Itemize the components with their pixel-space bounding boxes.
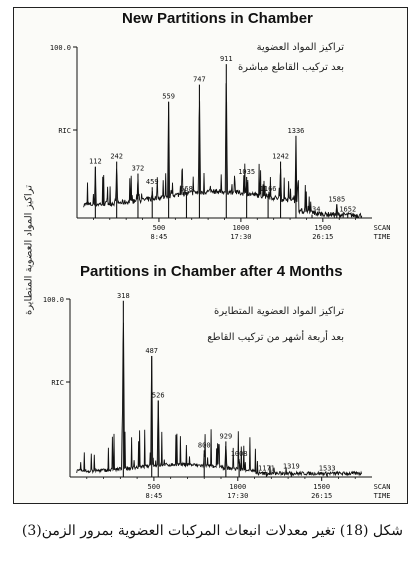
chromatogram-trace <box>76 322 363 477</box>
x-tick-label-scan: 500 <box>148 483 161 491</box>
peak-label: 372 <box>132 165 145 173</box>
time-label: TIME <box>374 233 391 241</box>
x-tick-label-scan: 500 <box>153 224 166 232</box>
x-tick-label-time: 17:30 <box>230 233 251 241</box>
peak-label: 1585 <box>328 195 345 203</box>
peak-label: 1166 <box>260 185 277 193</box>
chart-title-new-partitions: New Partitions in Chamber <box>122 10 313 27</box>
peak-label: 1652 <box>339 206 356 214</box>
x-tick-label-time: 26:15 <box>312 233 333 241</box>
figure-caption: شكل (18) تغير معدلات انبعاث المركبات الع… <box>21 523 403 539</box>
x-tick-label-scan: 1500 <box>313 483 330 491</box>
x-tick-label-time: 8:45 <box>151 233 168 241</box>
peak-label: 1242 <box>272 153 289 161</box>
y-max-label: 100.0 <box>43 296 64 304</box>
scan-label: SCAN <box>374 483 391 491</box>
peak-label: 1434 <box>304 206 321 214</box>
peak-label: 911 <box>220 55 233 63</box>
peak-label: 526 <box>152 391 165 399</box>
peak-label: 1035 <box>238 168 255 176</box>
x-tick-label-time: 17:30 <box>227 492 248 500</box>
peak-label: 1171 <box>258 464 275 472</box>
peak-label: 1008 <box>231 450 248 458</box>
ric-label: RIC <box>51 379 64 387</box>
peak-label: 929 <box>220 432 233 440</box>
x-tick-label-time: 26:15 <box>311 492 332 500</box>
peak-label: 1319 <box>283 463 300 471</box>
scan-label: SCAN <box>374 224 391 232</box>
peak-label: 487 <box>145 347 158 355</box>
x-tick-label-scan: 1000 <box>229 483 246 491</box>
peak-label: 559 <box>162 93 175 101</box>
arabic-annotation-3: تراكيز المواد العضوية المتطايرة <box>214 306 344 317</box>
x-tick-label-scan: 1500 <box>314 224 331 232</box>
peak-label: 1533 <box>319 464 336 472</box>
peak-label: 747 <box>193 76 206 84</box>
arabic-annotation-2: بعد تركيب القاطع مباشرة <box>237 62 344 73</box>
time-label: TIME <box>374 492 391 500</box>
peak-label: 668 <box>180 185 193 193</box>
x-tick-label-scan: 1000 <box>232 224 249 232</box>
peak-label: 1336 <box>288 127 305 135</box>
arabic-annotation-1: تراكيز المواد العضوية <box>256 42 344 53</box>
peak-label: 318 <box>117 292 130 300</box>
y-max-label: 100.0 <box>50 44 71 52</box>
peak-label: 800 <box>198 441 211 449</box>
chromatogram-trace <box>83 83 363 219</box>
peak-label: 242 <box>110 153 123 161</box>
peak-label: 459 <box>146 178 159 186</box>
chart-title-after-4-months: Partitions in Chamber after 4 Months <box>80 263 343 280</box>
ric-label: RIC <box>58 127 71 135</box>
figure-frame <box>13 7 408 504</box>
arabic-annotation-4: بعد أربعة أشهر من تركيب القاطع <box>207 332 344 343</box>
x-tick-label-time: 8:45 <box>145 492 162 500</box>
peak-label: 112 <box>89 158 102 166</box>
